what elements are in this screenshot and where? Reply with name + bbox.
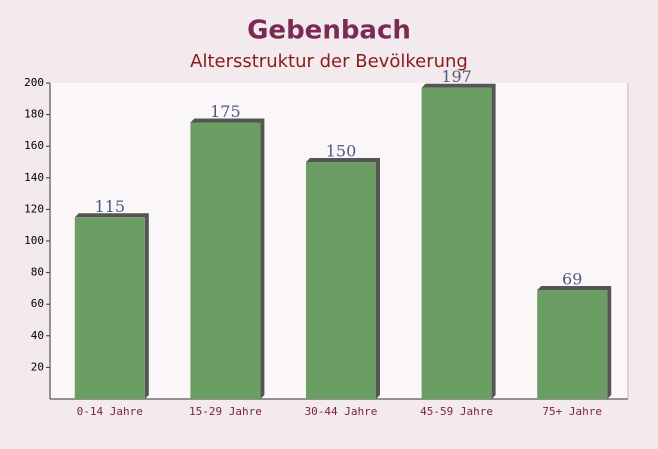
y-tick-label: 140 <box>24 171 44 184</box>
chart-title: Gebenbach <box>247 16 411 46</box>
y-tick-label: 20 <box>31 360 44 373</box>
x-tick-label: 15-29 Jahre <box>189 405 262 418</box>
value-label: 69 <box>562 269 582 288</box>
y-tick-label: 60 <box>31 297 44 310</box>
chart-subtitle: Altersstruktur der Bevölkerung <box>190 51 468 72</box>
y-tick-label: 80 <box>31 266 44 279</box>
bar <box>190 122 261 399</box>
bar <box>306 162 376 399</box>
y-tick-label: 180 <box>24 108 44 121</box>
y-tick-label: 40 <box>31 329 44 342</box>
x-tick-label: 45-59 Jahre <box>420 405 493 418</box>
bar <box>74 217 145 399</box>
y-tick-label: 160 <box>24 139 44 152</box>
y-tick-label: 100 <box>24 234 44 247</box>
value-label: 115 <box>95 197 126 216</box>
x-tick-label: 30-44 Jahre <box>305 405 378 418</box>
y-tick-label: 120 <box>24 202 44 215</box>
bar <box>537 289 608 399</box>
value-label: 175 <box>210 102 241 121</box>
x-tick-label: 75+ Jahre <box>542 405 602 418</box>
y-tick-label: 200 <box>24 76 44 89</box>
value-label: 150 <box>326 142 357 161</box>
x-tick-label: 0-14 Jahre <box>77 405 143 418</box>
bar <box>421 87 492 400</box>
value-label: 197 <box>441 67 472 86</box>
